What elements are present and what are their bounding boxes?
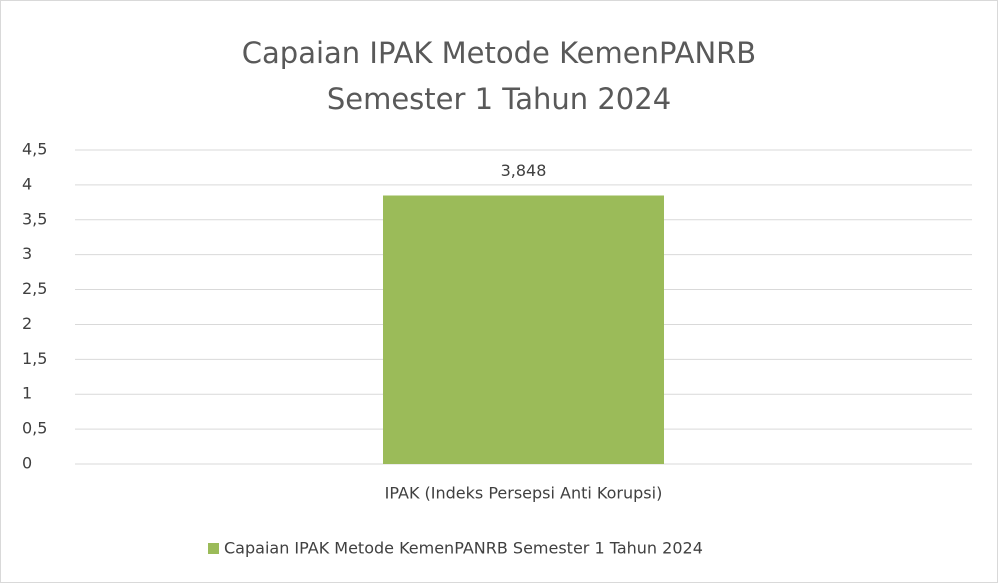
y-tick-label: 2,5 <box>22 279 47 298</box>
data-label: 3,848 <box>501 161 547 180</box>
chart-title: Capaian IPAK Metode KemenPANRB Semester … <box>241 36 757 116</box>
y-tick-label: 0,5 <box>22 419 47 438</box>
x-tick-label: IPAK (Indeks Persepsi Anti Korupsi) <box>385 484 663 503</box>
y-tick-label: 4,5 <box>22 140 47 159</box>
y-tick-label: 3,5 <box>22 209 47 228</box>
y-tick-label: 1,5 <box>22 349 47 368</box>
bar <box>383 195 664 464</box>
legend-swatch <box>208 543 219 554</box>
y-tick-label: 2 <box>22 314 32 333</box>
y-tick-label: 4 <box>22 174 32 193</box>
y-tick-label: 0 <box>22 454 32 473</box>
y-tick-label: 3 <box>22 244 32 263</box>
legend-label: Capaian IPAK Metode KemenPANRB Semester … <box>224 539 703 558</box>
y-tick-label: 1 <box>22 384 32 403</box>
